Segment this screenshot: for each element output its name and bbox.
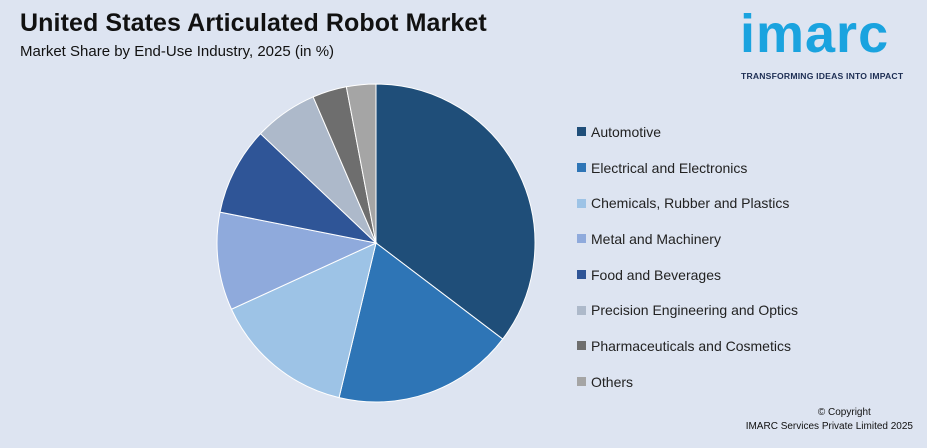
legend-label: Electrical and Electronics [591, 159, 748, 176]
imarc-logo: imarc TRANSFORMING IDEAS INTO IMPACT [737, 4, 917, 86]
pie-slices [216, 83, 536, 403]
legend-swatch [577, 127, 586, 137]
legend-swatch [577, 270, 586, 280]
legend-swatch [577, 198, 586, 208]
legend-label: Chemicals, Rubber and Plastics [591, 195, 790, 212]
legend-label: Automotive [591, 123, 662, 140]
legend-item: Electrical and Electronics [577, 150, 798, 186]
legend-swatch [577, 234, 586, 244]
pie-slice-automotive [375, 83, 536, 340]
legend-swatch [577, 341, 586, 351]
legend-label: Food and Beverages [591, 266, 721, 283]
legend-item: Pharmaceuticals and Cosmetics [577, 328, 798, 364]
legend-item: Automotive [577, 114, 798, 150]
legend-label: Others [591, 373, 634, 390]
pie-slice-electrical-and-electronics [338, 242, 504, 403]
legend-label: Precision Engineering and Optics [591, 302, 799, 319]
footer: © Copyright IMARC Services Private Limit… [746, 406, 913, 434]
company-text: IMARC Services Private Limited 2025 [745, 421, 913, 432]
legend-item: Others [577, 364, 798, 400]
pie-slice-food-and-beverages [219, 132, 378, 244]
chart-legend: Automotive Electrical and Electronics Chem… [577, 114, 798, 400]
legend-item: Chemicals, Rubber and Plastics [577, 185, 798, 221]
legend-item: Precision Engineering and Optics [577, 292, 798, 328]
legend-item: Food and Beverages [577, 257, 798, 293]
pie-slice-chemicals-rubber-and-plastics [230, 242, 377, 399]
copyright-text: © Copyright [817, 407, 871, 418]
pie-slice-metal-and-machinery [216, 211, 378, 310]
legend-label: Metal and Machinery [591, 230, 721, 247]
legend-label: Pharmaceuticals and Cosmetics [591, 337, 791, 354]
chart-title: United States Articulated Robot Market [20, 9, 487, 37]
legend-swatch [577, 163, 586, 173]
legend-swatch [577, 377, 586, 387]
pie-slice-others [345, 83, 377, 244]
legend-item: Metal and Machinery [577, 221, 798, 257]
legend-swatch [577, 305, 586, 315]
logo-tagline: TRANSFORMING IDEAS INTO IMPACT [741, 71, 904, 81]
chart-subtitle: Market Share by End-Use Industry, 2025 (… [20, 43, 335, 60]
logo-wordmark: imarc [740, 4, 890, 64]
